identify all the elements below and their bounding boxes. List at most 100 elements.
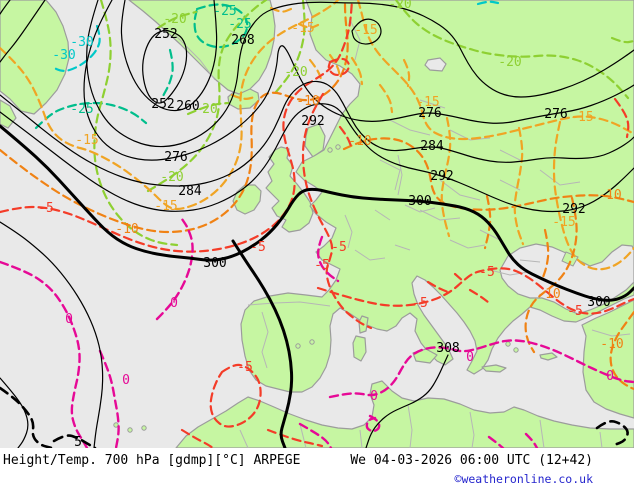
height-contour-h268 [86, 0, 634, 148]
land-sicily [412, 348, 438, 364]
country-border [239, 429, 249, 448]
temp-contour [327, 57, 350, 77]
temp-label: -10 [600, 337, 623, 352]
temp-contour [193, 3, 249, 49]
temp-contour [394, 0, 630, 100]
temp-label: -25 [213, 4, 236, 19]
height-label: 292 [301, 114, 324, 129]
temp-contour [328, 339, 634, 399]
temp-contour [540, 228, 550, 282]
land-ireland [232, 184, 262, 215]
temp-contour [161, 48, 174, 98]
country-border [519, 259, 541, 263]
temp-label: -5 [567, 304, 583, 319]
temp-label: 0 [606, 369, 614, 384]
temp-label: -20 [163, 12, 186, 27]
height-contour-h308 [365, 354, 449, 448]
temp-label: -10 [537, 287, 560, 302]
temp-contour [0, 0, 340, 211]
height-label: 276 [418, 106, 441, 121]
temp-label: -15 [570, 110, 593, 125]
height-label: 252 [154, 27, 177, 42]
height-contour-h300 [0, 124, 634, 302]
temp-label: -30 [70, 35, 93, 50]
temp-contour [524, 432, 539, 448]
temp-contour [338, 125, 353, 148]
country-border [344, 214, 353, 249]
islet [309, 339, 315, 345]
temp-contour [476, 0, 500, 6]
temp-contour [274, 0, 306, 94]
temp-label: 0 [370, 389, 378, 404]
islet [141, 425, 147, 431]
temp-contour [402, 58, 411, 88]
sea-lake-ladoga [424, 57, 447, 72]
temp-label: -25 [70, 102, 93, 117]
islet [295, 343, 301, 349]
temp-label: -20 [388, 0, 411, 12]
country-border [174, 34, 216, 81]
country-border [539, 169, 581, 186]
temp-contour [378, 83, 394, 114]
country-border [394, 244, 411, 251]
height-label: 300 [408, 194, 431, 209]
temp-label: 5 [74, 435, 82, 448]
temp-label: -5 [479, 265, 495, 280]
temp-label: -10 [115, 222, 138, 237]
height-label: 268 [231, 33, 254, 48]
country-border [299, 423, 307, 448]
temp-label: -5 [412, 296, 428, 311]
height-label: 284 [178, 184, 202, 199]
temp-label: -20 [194, 102, 217, 117]
height-contour-gl-2 [0, 0, 46, 63]
map-caption: Height/Temp. 700 hPa [gdmp][°C] ARPEGE [3, 453, 301, 468]
temp-contour [0, 386, 54, 448]
country-border [374, 209, 391, 221]
temp-contour [453, 272, 465, 283]
temp-contour [98, 349, 120, 448]
country-border [419, 209, 461, 221]
temp-label: -20 [498, 55, 521, 70]
temp-contour [613, 97, 630, 139]
map-footer: Height/Temp. 700 hPa [gdmp][°C] ARPEGE W… [3, 453, 593, 468]
country-border [419, 99, 446, 109]
country-border [389, 119, 431, 136]
country-border [379, 159, 401, 191]
temp-contour [230, 93, 257, 100]
map-datetime: We 04-03-2026 06:00 UTC (12+42) [350, 453, 593, 468]
temp-contour [209, 363, 262, 428]
height-contour-h260 [120, 0, 218, 112]
height-contour-gl-1 [0, 0, 11, 15]
temp-contour [146, 0, 268, 193]
temp-label: -30 [52, 48, 75, 63]
map-container: -30 -30 -25 -25 -25 -20 -20 -20 -20 -20 -20 -15 -15-… [0, 0, 634, 448]
islet [513, 347, 519, 353]
temp-label: -5 [237, 360, 253, 375]
temp-label: -10 [296, 94, 319, 109]
credit-row: ©weatheronline.co.uk [0, 472, 593, 486]
temp-contour [298, 422, 333, 448]
height-contour-h308-west [0, 221, 104, 448]
temp-contour [342, 137, 634, 211]
height-label: 252 [151, 97, 174, 112]
temp-contour [524, 196, 578, 354]
country-border [539, 419, 545, 448]
temp-contour [156, 10, 198, 30]
islet [505, 341, 511, 347]
height-label: 276 [544, 107, 567, 122]
height-label: 276 [164, 150, 187, 165]
height-label: 284 [420, 139, 444, 154]
country-border [354, 249, 386, 261]
islet [113, 422, 119, 428]
temp-contour [34, 101, 148, 130]
height-contour-h300-iberia [231, 239, 294, 448]
height-contour-h-corner [0, 377, 29, 448]
islet [327, 147, 333, 153]
credit-link[interactable]: ©weatheronline.co.uk [454, 472, 593, 486]
temp-contour [155, 217, 194, 321]
temp-contour [316, 235, 340, 283]
country-border [359, 429, 363, 448]
country-border [397, 154, 403, 196]
height-label: 292 [430, 169, 453, 184]
